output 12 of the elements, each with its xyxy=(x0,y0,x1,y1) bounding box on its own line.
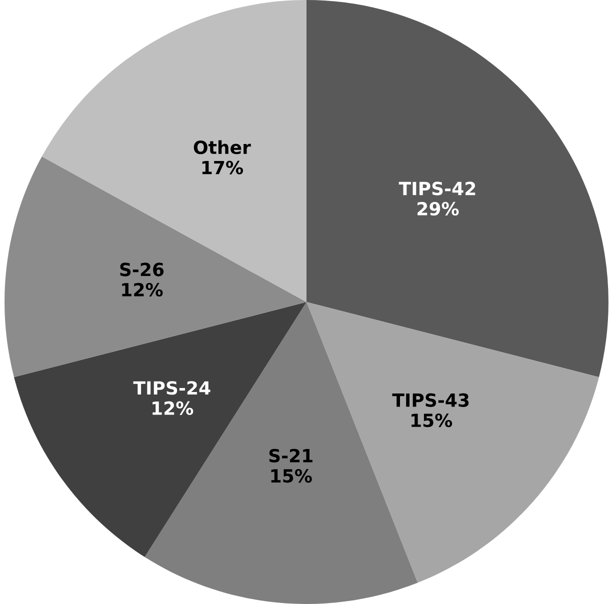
data-label: 17% xyxy=(202,160,243,174)
data-label: 12% xyxy=(152,401,194,415)
slice-label: TIPS-42 xyxy=(398,182,476,196)
data-label: 29% xyxy=(418,202,459,216)
slice-label: Other xyxy=(194,140,251,154)
slice-label: S-26 xyxy=(120,262,164,276)
slice-label: TIPS-24 xyxy=(133,381,210,395)
slice-label: S-21 xyxy=(269,448,312,462)
slice-label: TIPS-43 xyxy=(392,393,469,407)
data-label: 15% xyxy=(412,414,452,428)
data-label: 15% xyxy=(271,469,312,483)
data-label: 12% xyxy=(122,282,163,297)
